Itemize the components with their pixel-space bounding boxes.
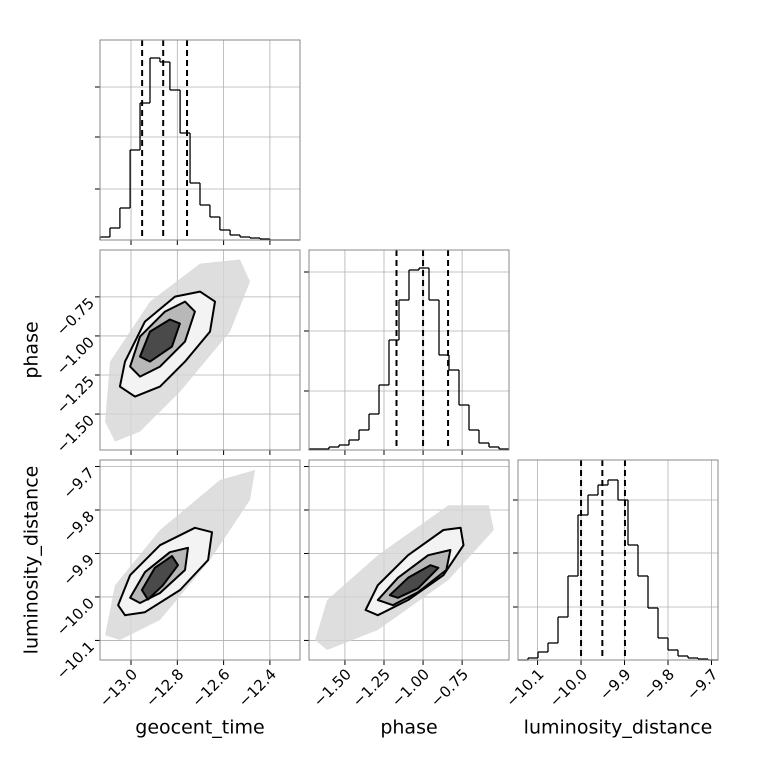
x-tick-label: −13.0 [96, 665, 141, 710]
x-tick-label: −12.4 [235, 665, 280, 710]
x-tick-label: −12.6 [188, 665, 233, 710]
x-tick-label: −1.50 [310, 665, 355, 710]
y-tick-label: −1.50 [53, 411, 98, 456]
y-tick-label: −1.00 [53, 333, 98, 378]
y-tick-label: −10.0 [53, 594, 98, 639]
x-axis-label: geocent_time [135, 717, 264, 739]
y-tick-label: −9.9 [60, 551, 98, 589]
y-tick-label: −1.25 [53, 372, 98, 417]
panel-frame [99, 39, 301, 241]
y-tick-label: −9.8 [60, 507, 98, 545]
panel-frame [517, 459, 719, 661]
y-tick-label: −10.1 [53, 638, 98, 683]
contour [139, 318, 181, 363]
x-tick-label: −9.7 [683, 665, 721, 703]
y-axis-label: phase [21, 321, 43, 378]
x-tick-label: −9.9 [596, 665, 634, 703]
panel-frame [308, 249, 510, 451]
x-axis-label: phase [380, 717, 437, 739]
contour [140, 555, 179, 601]
panel-background [100, 40, 300, 240]
x-axis-label: luminosity_distance [524, 717, 713, 739]
x-tick-label: −12.8 [142, 665, 187, 710]
x-tick-label: −1.25 [349, 665, 394, 710]
x-tick-label: −9.8 [640, 665, 678, 703]
panel-frame [99, 249, 301, 451]
panel-frame [99, 459, 301, 661]
x-tick-label: −1.00 [388, 665, 433, 710]
panel-frame [308, 459, 510, 661]
y-axis-label: luminosity_distance [21, 466, 43, 655]
x-tick-label: −10.0 [546, 665, 591, 710]
y-tick-label: −9.7 [60, 464, 98, 502]
y-tick-label: −0.75 [53, 294, 98, 339]
contour [388, 564, 440, 599]
x-tick-label: −0.75 [427, 665, 472, 710]
x-tick-label: −10.1 [502, 665, 547, 710]
